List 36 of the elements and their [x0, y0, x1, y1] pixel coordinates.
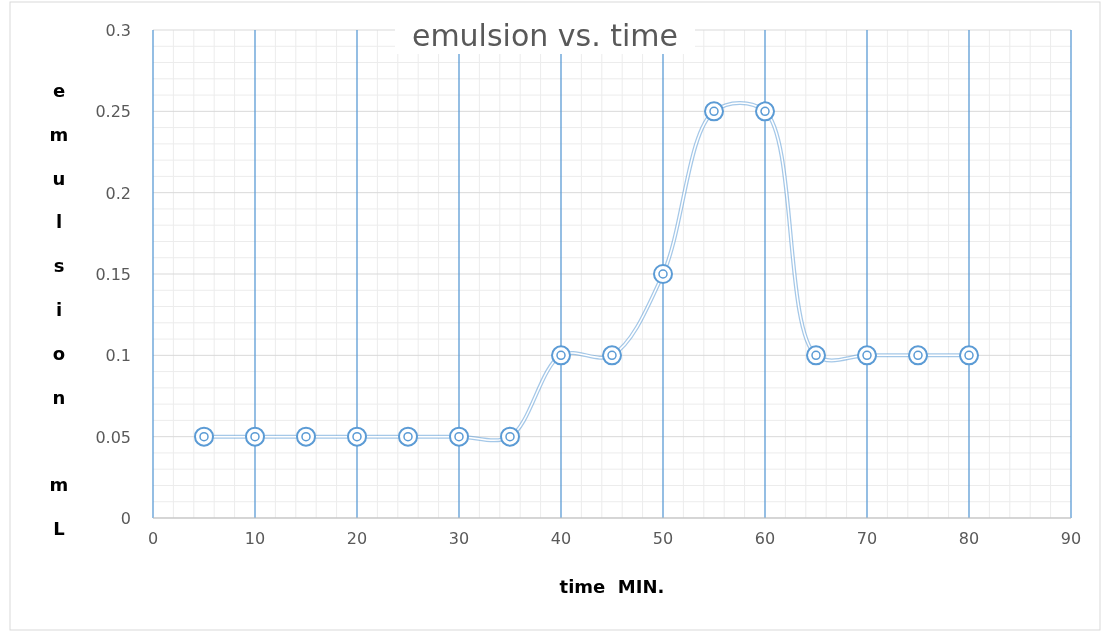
y-tick-label: 0.3: [105, 21, 131, 40]
point: [296, 426, 316, 447]
point: [653, 264, 673, 284]
point: [194, 426, 214, 447]
point: [500, 426, 520, 447]
point: [704, 101, 724, 122]
x-tick-label: 60: [754, 529, 776, 548]
x-tick-label: 10: [244, 529, 266, 548]
y-tick-label: 0.15: [95, 265, 131, 284]
y-tick-label: 0.1: [105, 346, 131, 366]
x-tick-label: 50: [652, 529, 674, 548]
point: [959, 345, 979, 366]
x-tick-label: 40: [550, 529, 572, 548]
y-tick-label: 0.25: [95, 102, 131, 122]
point: [602, 345, 622, 366]
point: [449, 426, 469, 447]
y-tick-label: 0: [120, 509, 131, 528]
x-tick-label: 80: [958, 529, 980, 548]
point: [551, 345, 571, 366]
y-axis-title: emulsion mL: [48, 80, 70, 562]
point: [245, 426, 265, 447]
y-tick-label: 0.2: [105, 183, 131, 203]
point: [398, 426, 418, 447]
point: [806, 345, 826, 366]
x-tick-label: 70: [856, 529, 878, 548]
point: [857, 345, 877, 366]
x-tick-label: 90: [1060, 529, 1082, 548]
x-tick-label: 30: [448, 529, 470, 548]
y-tick-label: 0.05: [95, 427, 131, 447]
point: [755, 101, 775, 122]
point: [347, 426, 367, 447]
x-tick-label: 20: [346, 529, 368, 548]
point: [908, 345, 928, 366]
x-tick-label: 0: [147, 529, 159, 548]
x-axis-title: time MIN.: [559, 576, 665, 597]
chart-title: emulsion vs. time: [411, 18, 679, 53]
